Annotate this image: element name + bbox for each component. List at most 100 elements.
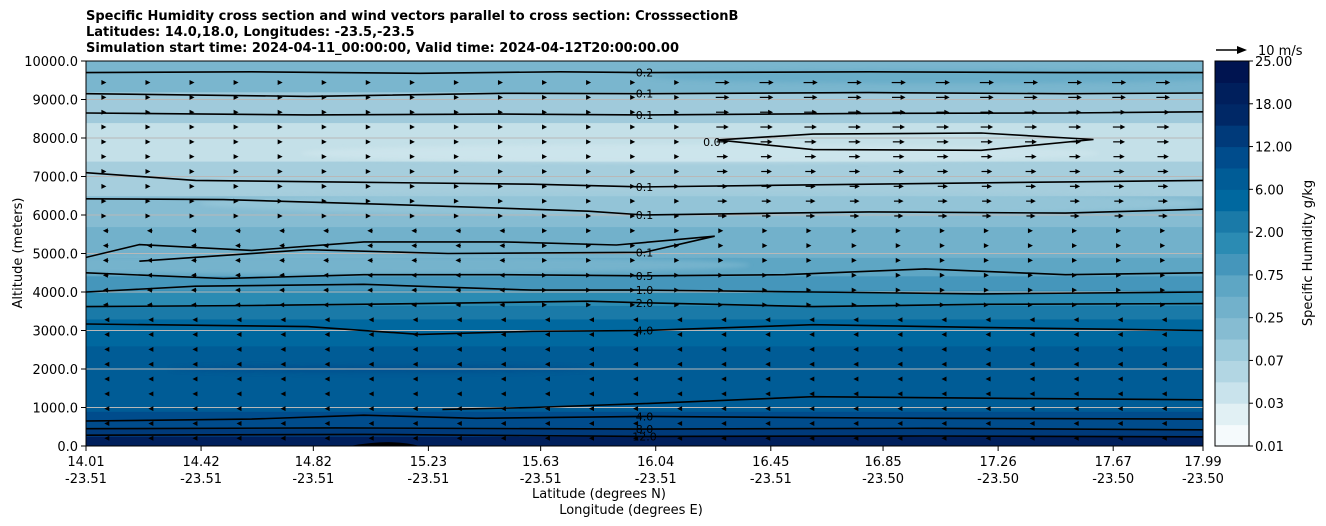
colorbar-segment bbox=[1215, 167, 1249, 190]
wind-arrow bbox=[983, 272, 989, 278]
wind-arrow bbox=[717, 168, 728, 174]
wind-arrow bbox=[721, 420, 727, 426]
wind-arrow bbox=[500, 406, 506, 412]
wind-arrow bbox=[1073, 406, 1079, 412]
wind-arrow bbox=[1025, 183, 1037, 189]
wind-arrow bbox=[235, 243, 241, 249]
wind-arrow bbox=[630, 168, 636, 174]
wind-arrow bbox=[544, 361, 550, 367]
wind-arrow bbox=[323, 243, 329, 249]
wind-arrow bbox=[277, 183, 283, 189]
wind-arrow bbox=[1024, 124, 1038, 130]
wind-arrow bbox=[280, 420, 286, 426]
wind-arrow bbox=[542, 228, 548, 234]
colorbar-segment bbox=[1215, 103, 1249, 126]
wind-arrow bbox=[1117, 406, 1123, 412]
wind-arrow bbox=[674, 243, 680, 249]
wind-arrow bbox=[1026, 198, 1036, 204]
wind-arrow bbox=[1073, 376, 1079, 382]
wind-arrow bbox=[1112, 124, 1126, 130]
wind-arrow bbox=[499, 257, 505, 263]
humidity-patch bbox=[300, 144, 1100, 163]
colorbar-tick-label: 0.07 bbox=[1255, 354, 1284, 369]
wind-arrow bbox=[674, 80, 680, 86]
quiver-key-label: 10 m/s bbox=[1258, 44, 1303, 59]
wind-arrow bbox=[542, 109, 548, 115]
wind-arrow bbox=[409, 168, 415, 174]
wind-arrow bbox=[1156, 94, 1170, 100]
wind-arrow bbox=[456, 376, 462, 382]
wind-arrow bbox=[191, 287, 197, 293]
wind-arrow bbox=[1069, 183, 1081, 189]
colorbar-label: Specific Humidity g/kg bbox=[1301, 180, 1316, 326]
wind-arrow bbox=[367, 302, 373, 308]
colorbar-segment bbox=[1215, 317, 1249, 340]
wind-arrow bbox=[630, 272, 636, 278]
wind-arrow bbox=[853, 420, 859, 426]
wind-arrow bbox=[453, 124, 459, 130]
wind-arrow bbox=[412, 346, 418, 352]
wind-arrow bbox=[1158, 198, 1168, 204]
wind-arrow bbox=[367, 243, 373, 249]
wind-arrow bbox=[104, 346, 110, 352]
wind-arrow bbox=[893, 183, 904, 189]
wind-arrow bbox=[1029, 317, 1035, 323]
wind-arrow bbox=[280, 317, 286, 323]
wind-arrow bbox=[677, 361, 683, 367]
wind-arrow bbox=[500, 435, 506, 441]
wind-arrow bbox=[851, 302, 857, 308]
wind-arrow bbox=[367, 272, 373, 278]
wind-arrow bbox=[589, 317, 595, 323]
wind-arrow bbox=[367, 287, 373, 293]
title-line-2: Latitudes: 14.0,18.0, Longitudes: -23.5,… bbox=[86, 25, 415, 40]
wind-arrow bbox=[189, 213, 195, 219]
wind-arrow bbox=[589, 376, 595, 382]
wind-arrow bbox=[277, 198, 283, 204]
wind-arrow bbox=[1029, 406, 1035, 412]
wind-arrow bbox=[985, 317, 991, 323]
x-tick-label-lon: -23.51 bbox=[407, 472, 449, 487]
wind-arrow bbox=[718, 228, 724, 234]
wind-arrow bbox=[809, 420, 815, 426]
contour-line bbox=[86, 268, 1203, 280]
wind-arrow bbox=[985, 420, 991, 426]
contour-label: 4.0 bbox=[636, 410, 654, 423]
wind-arrow bbox=[762, 228, 768, 234]
wind-arrow bbox=[500, 376, 506, 382]
wind-arrow bbox=[1116, 272, 1122, 278]
wind-arrow bbox=[1024, 94, 1038, 100]
wind-arrow bbox=[765, 391, 771, 397]
wind-arrow bbox=[321, 124, 327, 130]
wind-arrow bbox=[324, 376, 330, 382]
wind-arrow bbox=[1116, 302, 1122, 308]
wind-arrow bbox=[851, 228, 857, 234]
wind-arrow bbox=[985, 435, 991, 441]
wind-arrow bbox=[980, 139, 993, 145]
wind-arrow bbox=[847, 94, 862, 100]
wind-arrow bbox=[1070, 213, 1080, 219]
wind-arrow bbox=[323, 228, 329, 234]
wind-arrow bbox=[145, 213, 151, 219]
wind-arrow bbox=[544, 420, 550, 426]
wind-arrow bbox=[1027, 257, 1033, 263]
wind-arrow bbox=[192, 406, 198, 412]
wind-arrow bbox=[1068, 109, 1082, 115]
x-tick-label-lon: -23.50 bbox=[1092, 472, 1134, 487]
wind-arrow bbox=[849, 198, 860, 204]
wind-arrow bbox=[1160, 257, 1166, 263]
wind-arrow bbox=[985, 376, 991, 382]
wind-arrow bbox=[983, 257, 989, 263]
wind-arrow bbox=[365, 94, 371, 100]
wind-arrow bbox=[1027, 302, 1033, 308]
wind-arrow bbox=[849, 154, 861, 160]
wind-arrow bbox=[765, 406, 771, 412]
wind-arrow bbox=[892, 124, 905, 130]
wind-arrow bbox=[236, 332, 242, 338]
wind-arrow bbox=[323, 287, 329, 293]
wind-arrow bbox=[895, 228, 901, 234]
wind-arrow bbox=[1160, 243, 1166, 249]
wind-arrow bbox=[674, 139, 680, 145]
wind-arrow bbox=[897, 361, 903, 367]
wind-arrow bbox=[983, 228, 989, 234]
humidity-band bbox=[86, 305, 1203, 320]
